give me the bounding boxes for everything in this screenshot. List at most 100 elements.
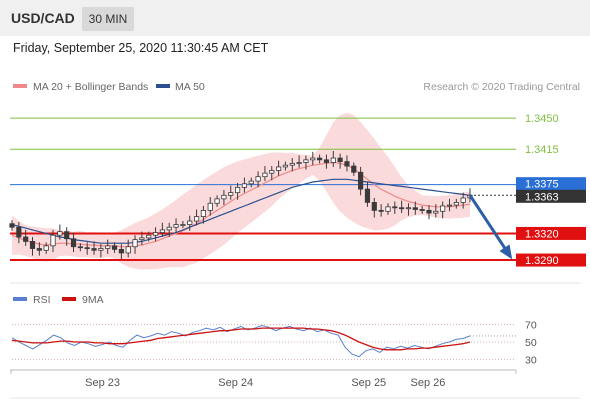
pair-title: USD/CAD	[11, 10, 75, 26]
x-axis: Sep 23 Sep 24 Sep 25 Sep 26	[10, 370, 517, 389]
candle-body	[29, 241, 36, 249]
candle-body	[234, 186, 241, 194]
candle-body	[351, 165, 357, 173]
candle-body	[23, 236, 29, 242]
candle-body	[433, 210, 439, 214]
ma20-legend-label: MA 20 + Bollinger Bands	[33, 81, 148, 93]
x-tick-label: Sep 25	[351, 377, 386, 389]
level-label-bg-1.3320	[516, 226, 586, 240]
x-tick-label: Sep 23	[85, 377, 120, 389]
candle-body	[16, 226, 22, 238]
candle-body	[364, 188, 371, 203]
timeframe-button[interactable]: 30 MIN	[82, 7, 134, 31]
candle-body	[440, 205, 446, 212]
candle-body	[193, 216, 200, 222]
candle-body	[152, 232, 159, 236]
candle-body	[392, 206, 398, 209]
candle-body	[358, 171, 364, 190]
price-levels	[10, 117, 516, 262]
forecast-arrow-head	[499, 244, 513, 260]
rsi-ma-line	[11, 327, 471, 351]
candle-body	[453, 202, 459, 206]
candle-body	[330, 157, 336, 163]
candle-body	[269, 170, 275, 174]
candle-body	[323, 159, 330, 163]
candle-body	[419, 209, 425, 211]
ma50-legend-label: MA 50	[175, 81, 205, 93]
candle-body	[337, 157, 343, 163]
candle-body	[166, 226, 172, 231]
candle-body	[221, 194, 227, 200]
candle-body	[399, 207, 405, 210]
candle-body	[111, 245, 118, 250]
candle-body	[187, 220, 193, 225]
candle-body	[77, 246, 83, 249]
candle-body	[132, 239, 138, 248]
candle-body	[241, 183, 248, 188]
candle-body	[105, 245, 111, 249]
candle-body	[50, 234, 56, 247]
candle-body	[426, 209, 432, 214]
candle-body	[91, 248, 97, 251]
candle-body	[296, 162, 302, 164]
x-tick-label: Sep 26	[411, 377, 446, 389]
level-label-1.3290: 1.3290	[525, 255, 559, 267]
forecast-arrow	[468, 194, 513, 260]
candle-body	[173, 224, 179, 228]
rsi-legend-swatch	[13, 297, 27, 301]
candle-body	[146, 234, 152, 239]
bollinger-bands	[12, 112, 470, 270]
x-tick-label: Sep 24	[218, 377, 253, 389]
candle-body	[228, 192, 234, 196]
candle-body	[84, 247, 90, 250]
candle-body	[43, 245, 49, 251]
candle-body	[57, 231, 63, 236]
candle-body	[36, 248, 42, 251]
moving-averages	[11, 161, 471, 248]
level-label-1.3375: 1.3375	[525, 179, 559, 191]
level-label-1.3363: 1.3363	[525, 191, 559, 203]
ma20-line	[11, 161, 471, 248]
candle-body	[255, 176, 261, 182]
level-label-bg-1.3363	[516, 189, 586, 203]
candle-body	[64, 231, 70, 240]
candle-body	[248, 180, 254, 185]
rsi-ma-legend-swatch	[62, 297, 76, 301]
candlesticks	[9, 150, 473, 260]
rsi-indicator: 70 50 30	[11, 320, 537, 366]
candle-body	[180, 224, 186, 226]
bollinger-band-area	[12, 112, 470, 270]
candle-body	[262, 172, 268, 178]
candle-body	[405, 207, 412, 210]
candle-body	[200, 209, 206, 217]
candle-body	[378, 209, 384, 212]
candle-body	[159, 229, 165, 233]
candle-body	[412, 207, 418, 210]
candle-body	[98, 248, 104, 251]
rsi-legend-label: RSI	[33, 294, 51, 306]
level-label-1.3415: 1.3415	[525, 144, 559, 156]
candle-body	[344, 161, 350, 167]
forecast-arrow-line	[468, 194, 512, 257]
rsi-line	[11, 324, 471, 358]
candle-body	[303, 159, 309, 163]
ma50-legend-swatch	[156, 84, 170, 88]
candle-body	[207, 202, 213, 211]
level-label-bg-1.3375	[516, 177, 586, 191]
candle-body	[139, 237, 145, 241]
candle-body	[9, 223, 15, 228]
candle-body	[276, 166, 282, 171]
candle-body	[385, 206, 391, 212]
ma20-legend-swatch	[13, 84, 27, 88]
candle-body	[446, 204, 453, 207]
candle-body	[70, 238, 77, 248]
candle-body	[371, 202, 377, 211]
rsi-ma-legend-label: 9MA	[82, 294, 104, 306]
candle-body	[317, 157, 323, 161]
credit-label: Research © 2020 Trading Central	[423, 81, 580, 93]
candle-body	[282, 164, 289, 168]
rsi-tick-30: 30	[525, 354, 537, 366]
ma50-line	[11, 178, 471, 244]
